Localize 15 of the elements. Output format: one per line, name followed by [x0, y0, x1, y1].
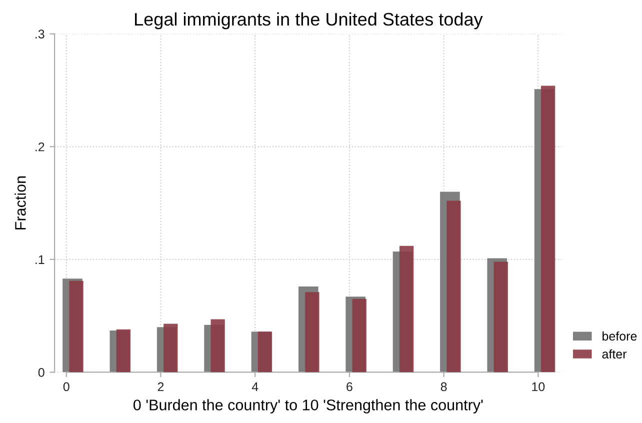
x-tick-label: 10 [532, 382, 545, 392]
x-tick-label: 8 [440, 382, 447, 392]
chart-title: Legal immigrants in the United States today [135, 12, 483, 30]
x-tick-label: 2 [158, 382, 164, 392]
y-tick-label: .1 [36, 255, 44, 264]
x-tick-label: 0 [63, 382, 70, 392]
x-axis-title: 0 'Burden the country' to 10 'Strengthen the country' [133, 399, 483, 414]
x-tick-label: 6 [346, 382, 352, 392]
legend-label: after [602, 349, 627, 359]
x-tick-label: 4 [252, 382, 258, 392]
legend-label: before [602, 331, 637, 341]
y-tick-label: .2 [36, 142, 44, 152]
y-tick-label: 0 [38, 368, 44, 377]
y-axis-title: Fraction [14, 176, 26, 230]
y-tick-label: .3 [36, 30, 44, 38]
